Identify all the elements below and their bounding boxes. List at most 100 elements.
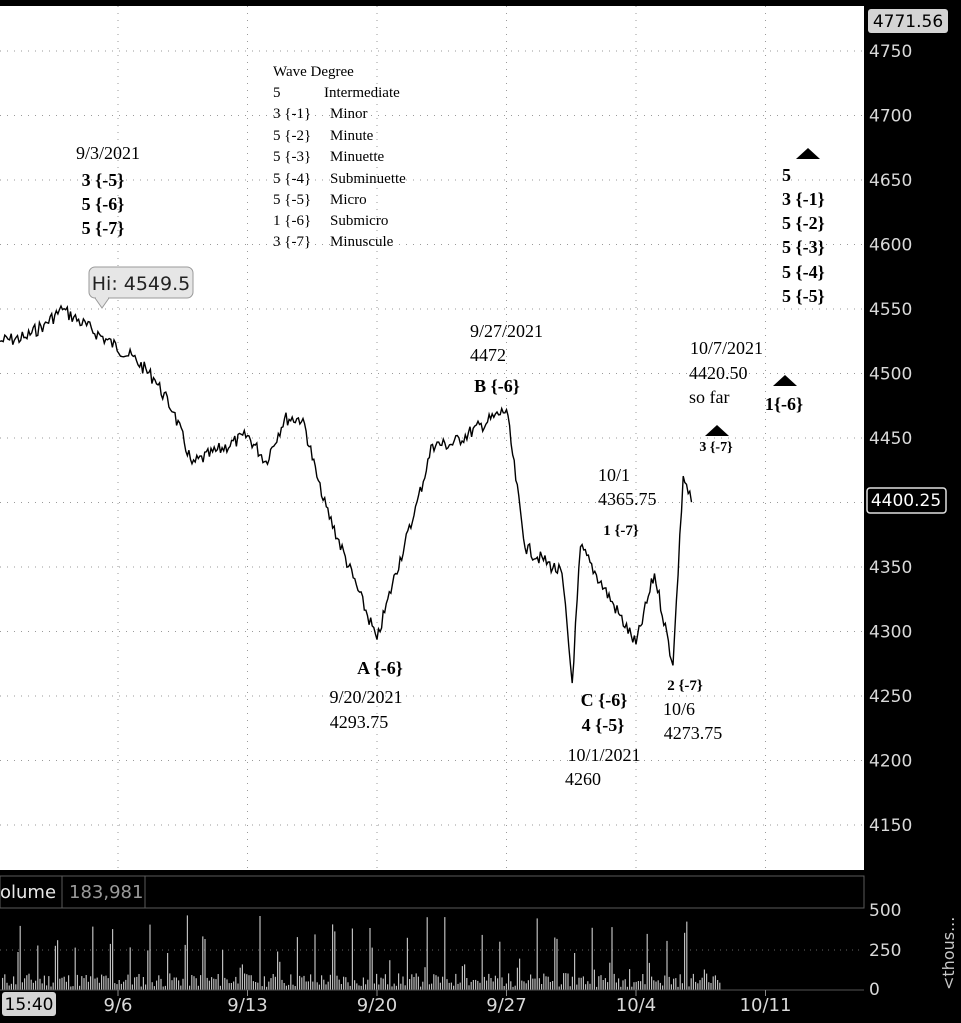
volume-bar (250, 975, 252, 990)
volume-bar (219, 985, 221, 990)
wave-2-7-label: 2 {-7} (667, 678, 703, 694)
volume-bar (464, 964, 466, 990)
volume-bar (580, 977, 582, 990)
high-callout-label: Hi: 4549.5 (92, 273, 191, 295)
volume-bar (70, 986, 72, 990)
volume-bar (48, 976, 50, 990)
price-axis: 4150420042504300435044004450450045504600… (869, 42, 912, 836)
volume-bar (81, 976, 83, 990)
wave-degree-name: Intermediate (324, 85, 400, 101)
volume-bar (180, 985, 182, 990)
volume-bar (318, 984, 320, 990)
wave-c-date: 10/1/2021 (567, 745, 640, 765)
volume-bar (340, 984, 342, 990)
volume-bar (455, 973, 457, 990)
volume-bar (578, 977, 580, 990)
volume-bar (156, 980, 158, 990)
sep3-wave-label: 3 {-5} (82, 170, 125, 190)
volume-bar (112, 929, 114, 990)
volume-bar (356, 983, 358, 990)
volume-tick-label: 0 (869, 980, 880, 1000)
volume-bar (435, 975, 437, 990)
volume-bar (437, 976, 439, 990)
volume-bar (534, 978, 536, 990)
volume-bar (105, 975, 107, 990)
volume-bar (398, 973, 400, 990)
volume-bar (109, 943, 111, 990)
volume-bar (690, 978, 692, 990)
volume-bar (164, 985, 166, 990)
volume-bar (8, 985, 10, 990)
volume-bar (662, 985, 664, 990)
volume-bar (666, 940, 668, 990)
volume-bar (411, 974, 413, 990)
wave-degree-name: Minor (330, 106, 368, 122)
volume-bar (651, 976, 653, 990)
volume-bar (68, 975, 70, 990)
volume-bar (508, 973, 510, 990)
volume-bar (521, 980, 523, 990)
volume-bar (17, 952, 19, 990)
volume-bar (237, 983, 239, 990)
volume-bar (123, 981, 125, 990)
volume-bar (422, 981, 424, 990)
volume-bar (712, 976, 714, 990)
volume-bar (615, 982, 617, 990)
volume-bar (664, 975, 666, 990)
volume-bar (145, 984, 147, 990)
volume-bar (327, 981, 329, 990)
wave-degree-code: 3 {-1} (273, 106, 311, 122)
volume-bar (602, 980, 604, 990)
volume-bar (450, 982, 452, 990)
volume-bar (19, 925, 21, 990)
volume-bar (46, 985, 48, 990)
volume-bar (571, 976, 573, 990)
volume-bar (248, 975, 250, 990)
volume-bar (505, 983, 507, 990)
volume-bar (127, 974, 129, 990)
volume-bar (290, 974, 292, 990)
volume-bar (626, 986, 628, 990)
volume-bar (257, 982, 259, 990)
volume-bar (415, 973, 417, 990)
volume-bar (272, 974, 274, 990)
volume-bar (79, 985, 81, 990)
volume-label: olume (0, 882, 56, 903)
volume-bar (296, 937, 298, 990)
volume-bar (32, 982, 34, 990)
volume-bar (624, 979, 626, 990)
time-label: 15:40 (5, 995, 54, 1015)
y-tick-label: 4450 (869, 429, 912, 449)
volume-bar (600, 975, 602, 990)
volume-bar (565, 973, 567, 990)
volume-tick-label: 250 (869, 941, 901, 961)
volume-bar (640, 981, 642, 990)
volume-bar (193, 976, 195, 990)
volume-bar (622, 980, 624, 990)
volume-bar (365, 984, 367, 990)
volume-bar (519, 958, 521, 990)
volume-bar (560, 984, 562, 990)
volume-bar (697, 983, 699, 990)
right-stack-label: 3 {-1} (782, 189, 825, 209)
volume-bar (637, 981, 639, 990)
volume-bar (679, 974, 681, 990)
volume-bar (21, 982, 23, 990)
volume-bar (554, 937, 556, 990)
volume-bar (307, 981, 309, 990)
volume-bar (703, 969, 705, 990)
y-tick-label: 4250 (869, 687, 912, 707)
volume-bar (246, 974, 248, 990)
volume-bar (477, 980, 479, 990)
volume-bar (593, 969, 595, 990)
last-price-label: 4400.25 (871, 491, 941, 511)
volume-bar (37, 945, 39, 990)
volume-bar (668, 976, 670, 990)
wave-marker-triangle (796, 148, 820, 159)
volume-bar (541, 984, 543, 990)
volume-bar (169, 973, 171, 990)
volume-bar (191, 975, 193, 990)
volume-bar (167, 953, 169, 990)
wave-degree-code: 5 {-3} (273, 149, 311, 165)
